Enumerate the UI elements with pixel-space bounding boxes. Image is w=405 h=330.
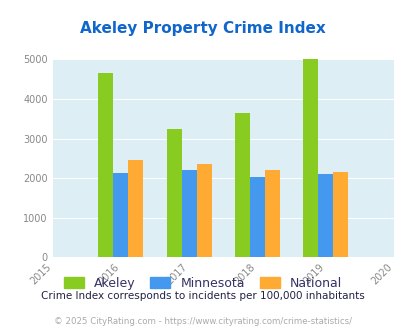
Bar bbox=[264, 170, 279, 257]
Text: © 2025 CityRating.com - https://www.cityrating.com/crime-statistics/: © 2025 CityRating.com - https://www.city… bbox=[54, 317, 351, 326]
Bar bbox=[98, 73, 113, 257]
Bar bbox=[318, 174, 332, 257]
Bar bbox=[181, 170, 196, 257]
Bar bbox=[113, 173, 128, 257]
Bar bbox=[249, 178, 264, 257]
Bar bbox=[234, 113, 249, 257]
Bar bbox=[166, 129, 181, 257]
Bar bbox=[303, 59, 318, 257]
Bar bbox=[196, 164, 211, 257]
Text: Crime Index corresponds to incidents per 100,000 inhabitants: Crime Index corresponds to incidents per… bbox=[41, 291, 364, 301]
Bar bbox=[332, 172, 347, 257]
Legend: Akeley, Minnesota, National: Akeley, Minnesota, National bbox=[59, 272, 346, 295]
Bar bbox=[128, 160, 143, 257]
Text: Akeley Property Crime Index: Akeley Property Crime Index bbox=[80, 21, 325, 36]
